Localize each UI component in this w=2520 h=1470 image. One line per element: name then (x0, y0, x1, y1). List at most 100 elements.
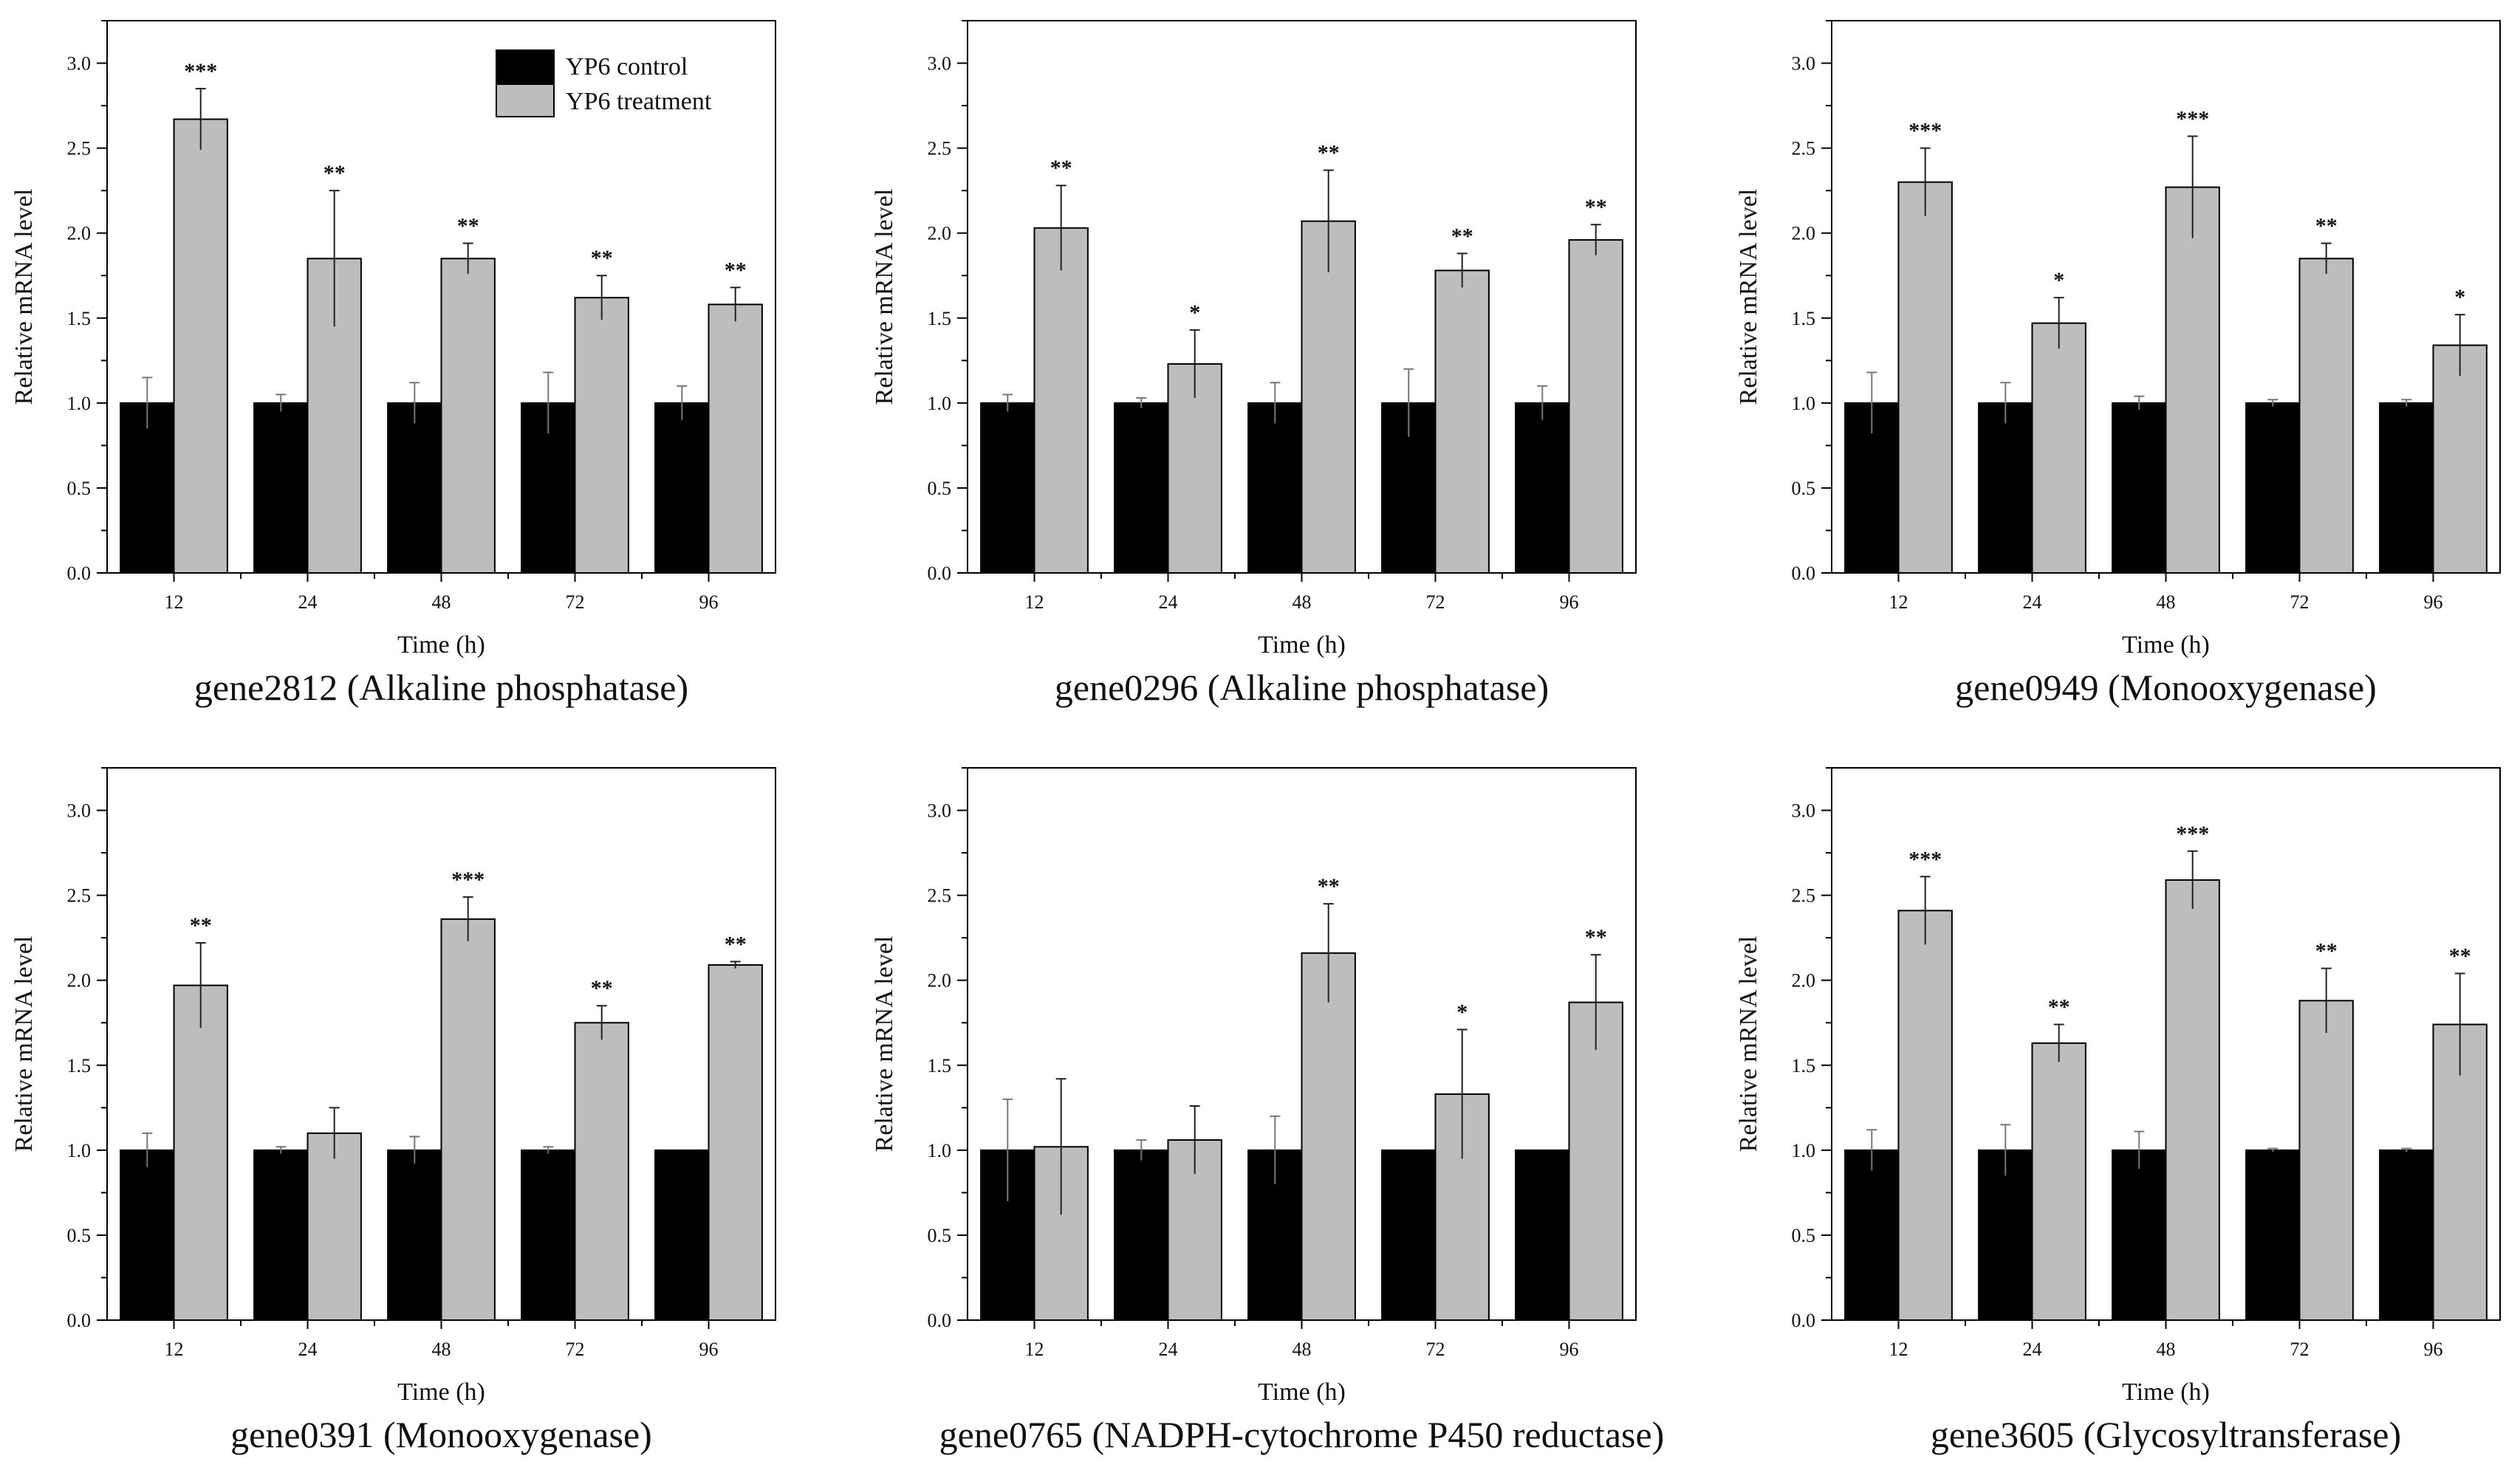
significance-label: *** (1908, 119, 1942, 143)
x-tick-label: 72 (566, 591, 585, 613)
significance-label: ** (725, 258, 747, 282)
x-tick-label: 96 (699, 1339, 719, 1360)
y-tick-label: 2.5 (67, 885, 92, 907)
significance-label: * (2053, 268, 2064, 292)
y-tick-label: 2.5 (67, 138, 92, 159)
chart-panel-4: 0.0 0.5 1.0 1.5 2.0 2.5 3.0 12 ** 24 48 *** 72 ** 96 **… (10, 767, 776, 1455)
y-tick-label: 1.0 (67, 1140, 92, 1161)
significance-label: ** (591, 246, 613, 270)
bar-treatment-96 (708, 303, 763, 574)
x-tick-label: 96 (2424, 1339, 2443, 1360)
bar-treatment-48 (440, 918, 496, 1321)
bar-control-96 (654, 402, 710, 574)
bar-treatment-72 (574, 1022, 629, 1321)
y-tick-label: 3.0 (1792, 800, 1816, 822)
y-tick-label: 0.5 (67, 478, 92, 499)
y-tick-label: 2.5 (928, 138, 952, 159)
chart-title: gene0391 (Monooxygenase) (230, 1414, 652, 1455)
x-tick-label: 96 (1560, 591, 1579, 613)
bar-control-24 (253, 402, 309, 574)
significance-label: ** (1318, 874, 1340, 899)
bar-control-96 (654, 1149, 710, 1322)
x-tick-label: 24 (1159, 1339, 1178, 1360)
bar-control-24 (1114, 1149, 1169, 1322)
y-axis-label: Relative mRNA level (10, 936, 38, 1153)
y-tick-label: 0.0 (1792, 563, 1816, 584)
x-tick-label: 12 (1025, 591, 1044, 613)
significance-label: ** (1585, 925, 1607, 949)
x-tick-label: 24 (2023, 591, 2042, 613)
significance-label: ** (591, 976, 613, 1000)
bar-control-24 (253, 1149, 309, 1322)
bar-treatment-24 (1167, 363, 1222, 574)
y-axis-label: Relative mRNA level (1735, 189, 1762, 405)
y-tick-label: 1.5 (928, 308, 952, 329)
chart-title: gene0296 (Alkaline phosphatase) (1055, 667, 1549, 708)
bar-control-12 (980, 402, 1035, 574)
bar-treatment-96 (1568, 1001, 1623, 1321)
y-tick-label: 1.5 (928, 1055, 952, 1076)
significance-label: *** (451, 868, 485, 892)
y-tick-label: 0.5 (1792, 1225, 1816, 1246)
significance-label: *** (2176, 107, 2209, 131)
bar-control-24 (1114, 402, 1169, 574)
y-tick-label: 0.0 (928, 1310, 952, 1331)
x-tick-label: 24 (298, 591, 318, 613)
bar-control-72 (2245, 1149, 2301, 1322)
legend-label-control: YP6 control (566, 53, 688, 80)
x-axis-label: Time (h) (2122, 631, 2210, 659)
x-tick-label: 48 (2157, 1339, 2176, 1360)
y-tick-label: 0.0 (67, 1310, 92, 1331)
bar-control-96 (1515, 402, 1570, 574)
x-axis-label: Time (h) (397, 1378, 485, 1406)
x-tick-label: 48 (2157, 591, 2176, 613)
legend-swatch-control (496, 49, 555, 83)
bar-treatment-48 (440, 258, 496, 574)
bar-treatment-72 (574, 297, 629, 574)
significance-label: ** (1318, 141, 1340, 165)
chart-title: gene0765 (NADPH-cytochrome P450 reductas… (939, 1414, 1665, 1455)
significance-label: ** (2048, 995, 2070, 1020)
y-tick-label: 3.0 (928, 53, 952, 75)
legend: YP6 control YP6 treatment (496, 49, 712, 117)
bar-treatment-96 (2432, 1023, 2488, 1322)
y-tick-label: 2.0 (1792, 223, 1816, 244)
y-tick-label: 0.0 (928, 563, 952, 584)
bar-control-48 (1247, 402, 1303, 574)
bar-control-72 (1381, 1149, 1437, 1322)
chart-title: gene2812 (Alkaline phosphatase) (194, 667, 688, 708)
significance-label: * (1456, 1000, 1468, 1024)
x-tick-label: 12 (165, 591, 184, 613)
significance-label: ** (1585, 195, 1607, 219)
bar-treatment-48 (2165, 186, 2220, 574)
y-tick-label: 0.5 (928, 478, 952, 499)
bar-control-72 (2245, 402, 2301, 574)
x-tick-label: 12 (1025, 1339, 1044, 1360)
bar-control-72 (521, 1149, 576, 1322)
y-tick-label: 1.5 (1792, 308, 1816, 329)
x-axis-label: Time (h) (1258, 1378, 1346, 1406)
x-tick-label: 12 (165, 1339, 184, 1360)
x-tick-label: 72 (2290, 591, 2310, 613)
bar-control-48 (2112, 402, 2167, 574)
y-axis-label: Relative mRNA level (871, 936, 898, 1153)
y-axis-label: Relative mRNA level (1735, 936, 1762, 1153)
legend-label-treatment: YP6 treatment (566, 88, 712, 115)
y-tick-label: 2.0 (928, 970, 952, 992)
chart-panel-5: 0.0 0.5 1.0 1.5 2.0 2.5 3.0 12 24 48 ** 72 * 96 ** Time… (871, 767, 1665, 1455)
significance-label: ** (1050, 156, 1072, 180)
y-tick-label: 2.0 (928, 223, 952, 244)
bar-control-24 (1978, 402, 2033, 574)
bar-treatment-12 (173, 118, 228, 574)
significance-label: ** (2449, 944, 2471, 968)
y-tick-label: 1.0 (67, 393, 92, 414)
bar-treatment-12 (1897, 910, 1953, 1321)
x-tick-label: 12 (1889, 1339, 1908, 1360)
x-tick-label: 48 (432, 591, 451, 613)
y-tick-label: 2.0 (67, 223, 92, 244)
x-tick-label: 12 (1889, 591, 1908, 613)
bar-control-24 (1978, 1149, 2033, 1322)
significance-label: *** (184, 59, 217, 83)
y-tick-label: 1.0 (928, 1140, 952, 1161)
